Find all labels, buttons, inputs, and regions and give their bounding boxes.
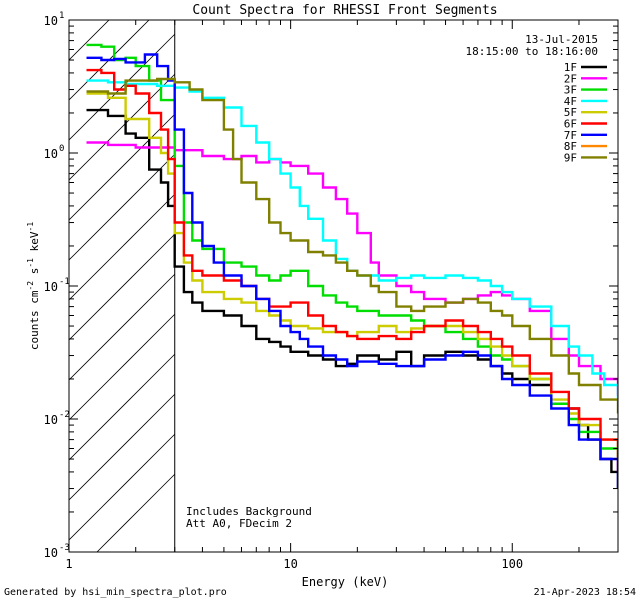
hatch-line (96, 473, 176, 552)
legend-date: 13-Jul-2015 (525, 33, 598, 46)
x-tick-label: 100 (501, 557, 523, 571)
annotation-background: Includes Background (186, 505, 312, 518)
hatch-line (69, 20, 110, 61)
x-tick-labels: 1 10 100 (65, 557, 523, 571)
hatch-line (69, 273, 176, 381)
hatch-line (69, 433, 176, 541)
y-tick-exponent: 0 (59, 144, 64, 154)
legend-time-range: 18:15:00 to 18:16:00 (466, 45, 598, 58)
legend-label-5F: 5F (564, 106, 577, 119)
legend-label-7F: 7F (564, 129, 577, 142)
y-axis-label: counts cm-2 s-1 keV-1 (26, 222, 41, 350)
hatch-line (69, 73, 176, 181)
series-line-1F (86, 108, 618, 489)
y-tick-label: 10 (44, 147, 58, 161)
legend-label-4F: 4F (564, 95, 577, 108)
legend-label-6F: 6F (564, 118, 577, 131)
x-axis-label: Energy (keV) (302, 575, 389, 589)
hatch-line (69, 33, 176, 141)
hatch-line (69, 353, 176, 461)
legend-label-8F: 8F (564, 140, 577, 153)
series-lines (86, 43, 618, 489)
y-tick-label: 10 (44, 14, 58, 28)
x-tick-label: 10 (283, 557, 297, 571)
hatch-line (69, 113, 176, 221)
legend-label-2F: 2F (564, 72, 577, 85)
footer-generated-by: Generated by hsi_min_spectra_plot.pro (4, 587, 227, 598)
hatch-line (69, 153, 176, 261)
y-tick-exponent: -2 (59, 410, 70, 420)
hatch-line (69, 313, 176, 421)
axis-ticks (68, 19, 619, 553)
plot-frame (68, 19, 619, 553)
x-tick-label: 1 (65, 557, 72, 571)
hatch-line (69, 193, 176, 301)
y-tick-exponent: -1 (59, 277, 70, 287)
series-line-3F (86, 43, 618, 459)
hatch-line (69, 20, 150, 101)
y-tick-label: 10 (44, 546, 58, 560)
legend-label-1F: 1F (564, 61, 577, 74)
hatch-line (69, 20, 70, 21)
y-tick-label: 10 (44, 413, 58, 427)
chart-title: Count Spectra for RHESSI Front Segments (192, 3, 497, 18)
hatch-line (69, 393, 176, 501)
legend-label-9F: 9F (564, 151, 577, 164)
series-line-6F (86, 68, 618, 472)
hatch-line (69, 233, 176, 341)
y-tick-exponent: 1 (59, 11, 64, 21)
series-line-2F (86, 141, 618, 396)
legend-label-3F: 3F (564, 84, 577, 97)
annotation-attenuator: Att A0, FDecim 2 (186, 517, 292, 530)
y-tick-label: 10 (44, 280, 58, 294)
footer-timestamp: 21-Apr-2023 18:54 (534, 587, 636, 598)
y-tick-exponent: -3 (59, 543, 70, 553)
series-line-9F (86, 77, 618, 414)
